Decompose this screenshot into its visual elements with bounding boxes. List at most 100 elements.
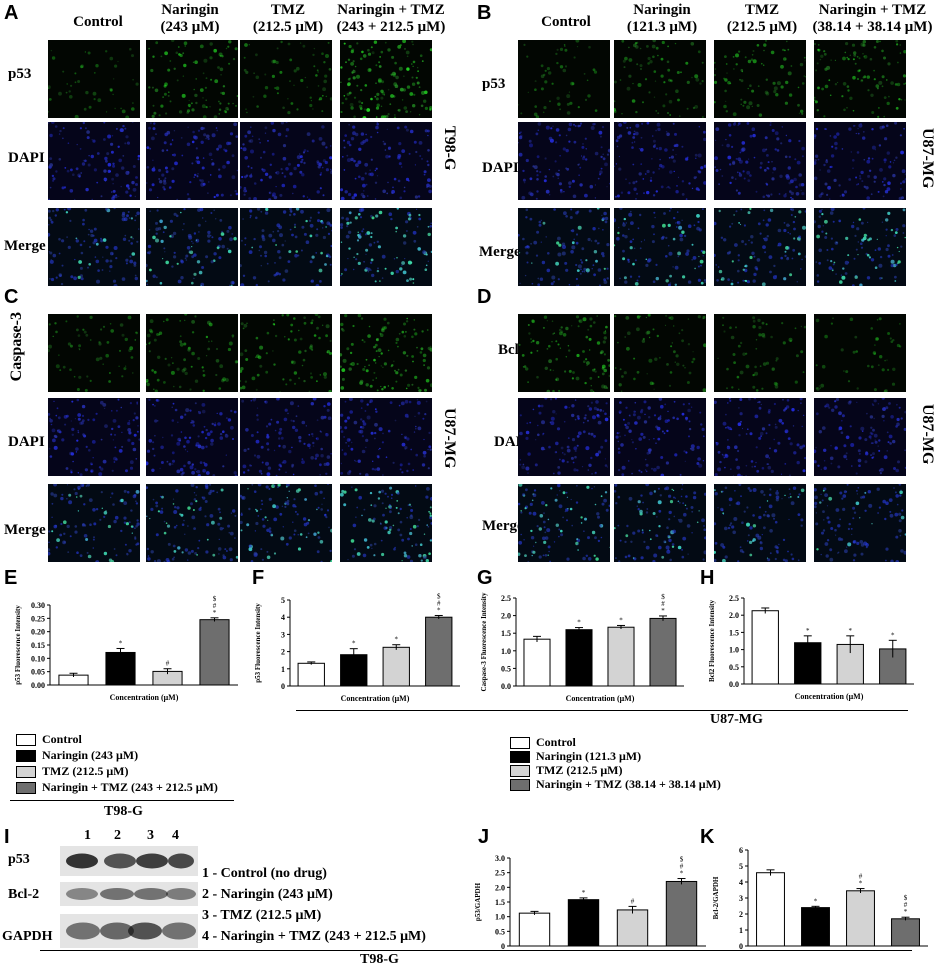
chart-k-tick-label-5: 5 — [739, 862, 743, 871]
chart-e-xlabel: Concentration (μM) — [110, 693, 179, 702]
chart-j-sig-4-2: # — [680, 863, 684, 871]
panel-b-tile-merge-2 — [614, 208, 706, 286]
chart-j-bar-4 — [665, 880, 698, 947]
panel-a-tile-marker-2 — [146, 40, 238, 118]
legend-u87mg-item-1: Control — [510, 735, 576, 750]
chart-k-sig-2-1: * — [814, 897, 818, 905]
chart-g-sig-2-1: * — [577, 619, 581, 627]
panel-d-tile-merge-2 — [614, 484, 706, 562]
legend-u87mg-label-4: Naringin + TMZ (38.14 + 38.14 μM) — [536, 777, 721, 791]
chart-k-sig-3-2: * — [859, 880, 863, 888]
legend-u87mg-swatch-4 — [510, 778, 530, 791]
panel-c-tile-merge-4 — [340, 484, 432, 562]
panel-a-tile-merge-2 — [146, 208, 238, 286]
chart-g-tick-label-3: 1.5 — [501, 629, 511, 638]
panel-c-cell-line: U87-MG — [441, 408, 458, 469]
chart-j-ylabel: p53/GAPDH — [474, 882, 482, 921]
chart-h-tick-label-4: 2.0 — [729, 611, 739, 620]
chart-g-bar-4 — [649, 617, 677, 687]
panel-b-header-naringin: Naringin (121.3 μM) — [626, 2, 698, 35]
chart-g-sig-4-2: # — [661, 600, 665, 608]
chart-j-tick-label-6: 3.0 — [495, 854, 505, 863]
legend-u87mg-swatch-1 — [510, 736, 530, 749]
blot-strip-gapdh-band-1 — [66, 922, 100, 940]
panel-label-i: I — [4, 826, 10, 848]
t98g-bottom-line — [40, 950, 912, 951]
chart-g-bar-1 — [523, 638, 551, 687]
legend-t98g-swatch-4 — [16, 781, 36, 794]
panel-a-header-tmz: TMZ (212.5 μM) — [252, 2, 324, 35]
chart-h-tick-label-1: 0.5 — [729, 663, 739, 672]
panel-label-a: A — [4, 2, 19, 24]
chart-j-tick-label-1: 0.5 — [495, 927, 505, 936]
panel-label-d: D — [477, 286, 492, 308]
chart-e-sig-4-3: * — [213, 609, 217, 617]
panel-d-tile-marker-1 — [518, 314, 610, 392]
chart-f-bar-1 — [297, 662, 325, 687]
panel-b-tile-marker-3 — [714, 40, 806, 118]
panel-a-header-naringin: Naringin (243 μM) — [160, 2, 220, 35]
chart-k-tick-label-1: 1 — [739, 926, 743, 935]
legend-t98g-item-2: Naringin (243 μM) — [16, 748, 138, 763]
panel-d-tile-marker-2 — [614, 314, 706, 392]
legend-t98g-label-3: TMZ (212.5 μM) — [42, 764, 129, 778]
chart-h-sig-4-1: * — [891, 631, 895, 639]
chart-f-tick-label-4: 4 — [281, 613, 285, 622]
chart-h-sig-3-1: * — [849, 627, 853, 635]
chart-f-sig-4-2: # — [437, 599, 441, 607]
chart-j-sig-2-1: * — [582, 889, 586, 897]
blot-label-p53: p53 — [8, 852, 30, 867]
panel-c-row-dapi: DAPI — [8, 434, 45, 450]
panel-d-tile-marker-3 — [714, 314, 806, 392]
blot-strip-gapdh — [60, 914, 198, 948]
panel-b-header-tmz: TMZ (212.5 μM) — [726, 2, 798, 35]
panel-a-header-control: Control — [73, 14, 123, 30]
panel-b-cell-line: U87-MG — [919, 128, 936, 189]
panel-label-f: F — [252, 567, 265, 589]
chart-g-tick-label-4: 2.0 — [501, 612, 511, 621]
blot-strip-bcl2-band-4 — [166, 888, 196, 900]
chart-g-tick-label-0: 0.0 — [501, 682, 511, 691]
chart-f-tick-label-3: 3 — [281, 630, 285, 639]
blot-strip-bcl2-band-1 — [66, 888, 98, 900]
chart-j-tick-label-4: 2.0 — [495, 883, 505, 892]
chart-e-tick-label-6: 0.30 — [31, 601, 45, 610]
chart-k-tick-label-3: 3 — [739, 894, 743, 903]
legend-u87mg-swatch-3 — [510, 764, 530, 777]
chart-g-sig-4-3: * — [661, 607, 665, 615]
panel-b-tile-marker-2 — [614, 40, 706, 118]
panel-b-row-p53: p53 — [482, 76, 506, 92]
chart-e-tick-label-4: 0.20 — [31, 628, 45, 637]
panel-c-tile-marker-4 — [340, 314, 432, 392]
blot-strip-gapdh-band-4 — [162, 922, 196, 940]
panel-label-c: C — [4, 286, 19, 308]
chart-k-sig-3-1: # — [859, 873, 863, 881]
panel-b-tile-dapi-4 — [814, 122, 906, 200]
blot-label-gapdh: GAPDH — [2, 929, 53, 944]
chart-g-bar-2 — [565, 629, 593, 687]
panel-a-tile-merge-4 — [340, 208, 432, 286]
chart-e-bar-2 — [105, 651, 136, 686]
panel-d-tile-merge-4 — [814, 484, 906, 562]
blot-strip-p53-band-2 — [104, 853, 136, 869]
chart-k-sig-4-3: * — [904, 908, 908, 916]
panel-b-tile-dapi-1 — [518, 122, 610, 200]
chart-h-tick-label-3: 1.5 — [729, 628, 739, 637]
blot-strip-bcl2-band-2 — [100, 888, 134, 900]
chart-h-xlabel: Concentration (μM) — [795, 692, 864, 701]
blot-strip-p53-band-3 — [136, 853, 168, 869]
legend-t98g-item-3: TMZ (212.5 μM) — [16, 764, 128, 779]
chart-j-sig-4-3: * — [680, 870, 684, 878]
blot-strip-p53-band-1 — [66, 853, 98, 869]
panel-b-tile-merge-4 — [814, 208, 906, 286]
blot-lane-1: 1 — [84, 828, 91, 843]
panel-a-tile-merge-1 — [48, 208, 140, 286]
chart-g-tick-label-2: 1.0 — [501, 647, 511, 656]
chart-k-bar-4 — [891, 918, 920, 947]
panel-label-e: E — [4, 567, 18, 589]
bottom-cell-line: T98-G — [360, 952, 399, 967]
legend-t98g-label-1: Control — [42, 732, 82, 746]
blot-lane-3: 3 — [147, 828, 154, 843]
chart-k-tick-label-4: 4 — [739, 878, 743, 887]
panel-d-tile-merge-1 — [518, 484, 610, 562]
